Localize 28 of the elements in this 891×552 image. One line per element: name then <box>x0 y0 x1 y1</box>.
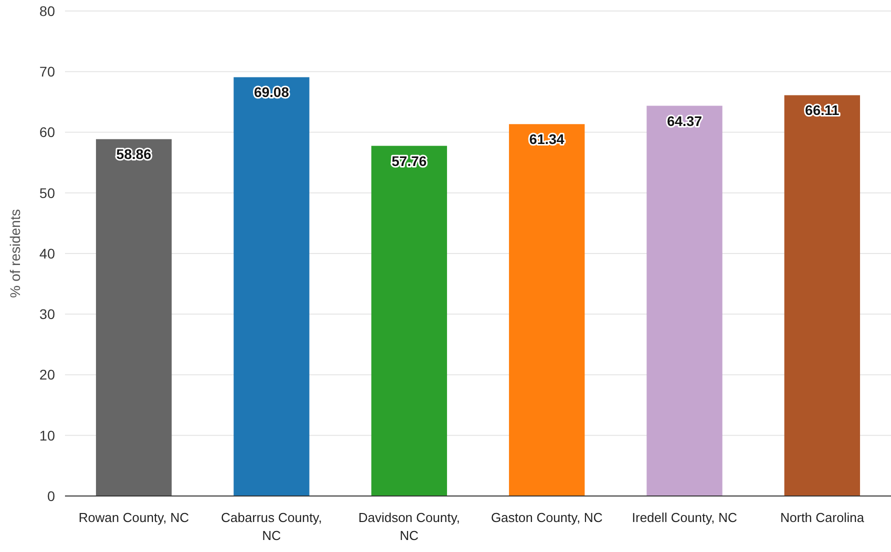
data-label: 57.76 <box>392 152 427 169</box>
y-tick-label: 50 <box>39 184 56 201</box>
y-tick-label: 60 <box>39 124 56 140</box>
bar <box>234 77 310 496</box>
y-tick-label: 40 <box>39 245 56 262</box>
bar <box>96 139 172 496</box>
bar <box>508 124 585 496</box>
bar <box>784 95 860 496</box>
x-tick-label: Iredell County, NC <box>632 510 738 525</box>
y-tick-label: 30 <box>39 306 56 322</box>
data-label: 66.11 <box>805 102 840 118</box>
x-tick-label: North Carolina <box>780 510 865 525</box>
y-tick-label: 0 <box>47 488 56 504</box>
y-axis-title: % of residents <box>7 209 23 298</box>
x-tick-label: Rowan County, NC <box>78 510 189 525</box>
x-tick-label: Gaston County, NC <box>490 510 603 525</box>
data-label: 64.37 <box>666 112 702 129</box>
bar <box>646 106 722 496</box>
y-tick-label: 10 <box>39 427 56 444</box>
x-tick-label: Davidson County, NC <box>358 510 460 543</box>
data-label: 69.08 <box>254 84 290 100</box>
bar <box>371 146 448 496</box>
data-label: 61.34 <box>529 131 565 148</box>
x-tick-label: Cabarrus County, NC <box>221 510 322 543</box>
y-tick-label: 70 <box>39 64 56 80</box>
data-label: 58.86 <box>116 146 152 162</box>
y-tick-label: 20 <box>39 366 56 383</box>
y-tick-label: 80 <box>39 2 56 19</box>
